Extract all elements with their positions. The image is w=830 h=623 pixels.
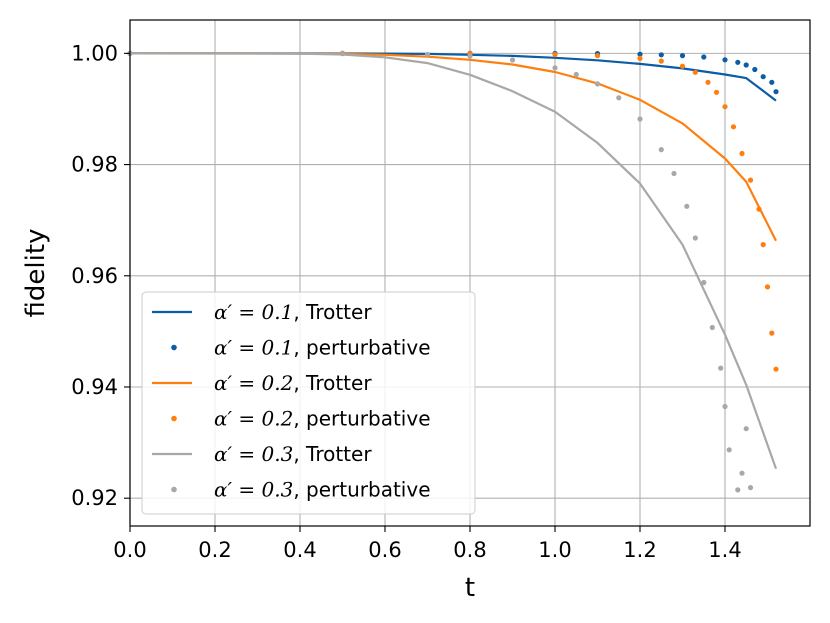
series-point — [594, 81, 601, 87]
legend-label: α′ = 0.2, Trotter — [214, 371, 372, 395]
legend-label: α′ = 0.3, Trotter — [214, 442, 372, 466]
x-tick-label: 0.2 — [198, 538, 231, 562]
series-point — [552, 65, 558, 71]
series-point — [679, 63, 686, 69]
y-tick-label: 0.96 — [71, 264, 118, 288]
series-point — [684, 203, 690, 209]
series-point — [616, 95, 622, 101]
series-line — [130, 52, 777, 102]
series-point — [701, 54, 707, 60]
series-point — [637, 116, 643, 122]
y-tick-label: 0.94 — [71, 375, 118, 399]
series-point — [658, 52, 664, 58]
series-point — [679, 53, 686, 59]
series-point — [773, 366, 779, 372]
series-point — [552, 51, 558, 58]
legend-suffix: , perturbative — [293, 478, 430, 502]
x-tick-label: 0.6 — [368, 538, 401, 562]
legend-dot-swatch — [171, 486, 177, 493]
series-point — [739, 150, 745, 157]
legend-dot-swatch — [171, 344, 177, 351]
legend-math: α′ = 0.2 — [214, 407, 293, 431]
series-point — [658, 147, 664, 153]
legend-suffix: , perturbative — [293, 336, 430, 360]
x-tick-label: 0.8 — [453, 538, 486, 562]
series-point — [692, 235, 698, 241]
legend-suffix: , Trotter — [293, 442, 372, 466]
axis-ticks: 0.0 0.2 0.4 0.6 0.8 1.0 1.2 1.4 0.92 0.94 0.96 0.98… — [71, 41, 741, 562]
y-tick-label: 1.00 — [71, 41, 118, 65]
legend-label: α′ = 0.3, perturbative — [214, 478, 431, 502]
series-point — [739, 470, 745, 476]
series-point — [713, 89, 720, 95]
series-point — [743, 62, 749, 68]
series-point — [726, 447, 732, 453]
series-point — [764, 284, 771, 290]
series-point — [722, 57, 728, 63]
legend-math: α′ = 0.1 — [214, 300, 293, 324]
series-point — [760, 74, 766, 80]
series-point — [692, 69, 698, 75]
series-point — [752, 66, 758, 73]
legend-math: α′ = 0.3 — [214, 442, 293, 466]
legend-dot-swatch — [171, 415, 177, 422]
series-point — [722, 403, 728, 410]
series-point — [701, 279, 707, 286]
series-point — [718, 365, 724, 371]
series-point — [747, 485, 754, 491]
legend-suffix: , Trotter — [293, 300, 372, 324]
series-point — [467, 53, 473, 59]
x-tick-label: 0.0 — [113, 538, 146, 562]
series-point — [756, 206, 762, 212]
legend-frame — [141, 291, 476, 515]
series-point — [747, 177, 754, 183]
legend-label: α′ = 0.1, Trotter — [214, 300, 372, 324]
series-point — [424, 51, 431, 58]
series-point — [705, 79, 711, 85]
legend-label: α′ = 0.2, perturbative — [214, 407, 431, 431]
series-point — [671, 170, 677, 177]
series-point — [637, 55, 643, 62]
series-point — [743, 426, 749, 432]
series-point — [760, 242, 766, 248]
x-tick-label: 1.4 — [708, 538, 741, 562]
series-point — [637, 51, 643, 57]
series-point — [730, 124, 737, 130]
series-point — [509, 57, 516, 63]
series-point — [769, 79, 775, 85]
legend-suffix: , Trotter — [293, 371, 372, 395]
legend-math: α′ = 0.2 — [214, 371, 293, 395]
series-point — [658, 58, 664, 64]
legend-label: α′ = 0.1, perturbative — [214, 336, 431, 360]
series-point — [709, 324, 715, 331]
series-point — [722, 104, 728, 110]
series-point — [735, 487, 741, 493]
x-tick-label: 1.2 — [623, 538, 656, 562]
series-point — [773, 89, 779, 95]
x-tick-label: 0.4 — [283, 538, 316, 562]
plot-series — [127, 50, 779, 493]
legend-math: α′ = 0.3 — [214, 478, 293, 502]
x-axis-label: t — [465, 573, 475, 603]
legend-suffix: , perturbative — [293, 407, 430, 431]
series-line — [129, 52, 778, 470]
y-axis-label: fidelity — [21, 229, 51, 318]
series-point — [735, 59, 741, 65]
series-point — [594, 53, 601, 59]
y-tick-label: 0.98 — [71, 153, 118, 177]
series-point — [769, 330, 775, 336]
x-tick-label: 1.0 — [538, 538, 571, 562]
legend-math: α′ = 0.1 — [214, 336, 293, 360]
series-point — [573, 71, 579, 78]
y-tick-label: 0.92 — [71, 486, 118, 510]
series-point — [339, 51, 346, 57]
